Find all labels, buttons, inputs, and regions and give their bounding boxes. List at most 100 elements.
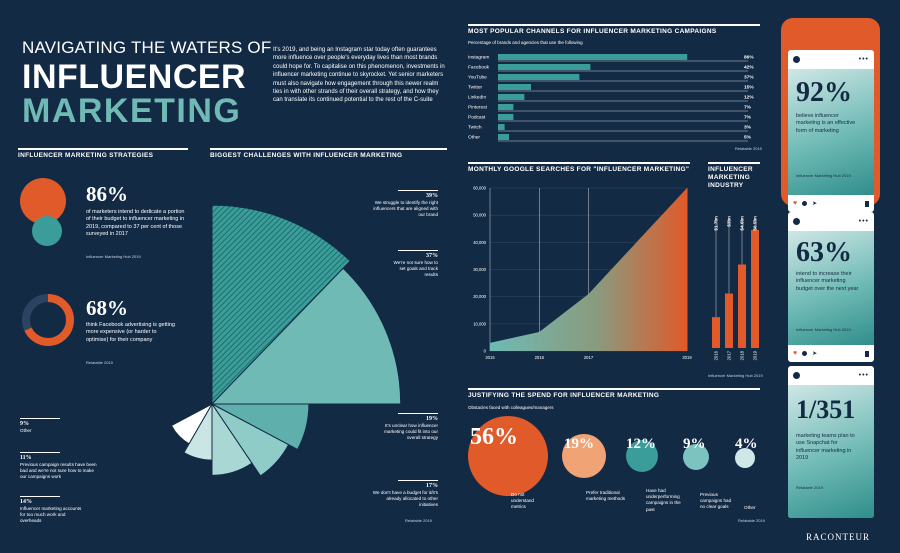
channel-bar [498, 64, 591, 70]
searches-chart: 0 10,000 20,000 30,000 40,000 50,000 60,000 201… [473, 186, 692, 361]
industry-chart: $1.7bn 2016 $3bn 2017 $4.6bn 2018 $6.5bn 2019 [712, 216, 759, 360]
phone-2-text: intend to increase their influencer mark… [796, 271, 859, 292]
send-icon: ➤ [812, 351, 818, 357]
industry-value-label: $3bn [727, 216, 732, 227]
channel-value: 86% [744, 55, 754, 61]
searches-header: MONTHLY GOOGLE SEARCHES FOR "INFLUENCER … [468, 166, 690, 173]
industry-bar [751, 230, 759, 348]
challenge-segment [183, 402, 213, 461]
title-line3: MARKETING [22, 92, 242, 130]
channels-source: Relatable 2019 [735, 146, 762, 151]
title-line2: INFLUENCER [22, 58, 247, 96]
channel-label: YouTube [468, 75, 487, 81]
challenge-1-label: We struggle to identify the right influe… [373, 200, 438, 218]
justify-4-label: Other [744, 505, 756, 510]
channels-header: MOST POPULAR CHANNELS FOR INFLUENCER MAR… [468, 28, 717, 35]
justify-19-label: Prefer traditional marketing methods [586, 490, 626, 502]
channel-label: Instagram [468, 55, 489, 61]
challenge-2-rule [398, 250, 438, 251]
channel-bar [498, 54, 688, 60]
phone-2-value: 63% [796, 237, 852, 268]
channel-label: LinkedIn [468, 95, 486, 101]
strategies-header: INFLUENCER MARKETING STRATEGIES [18, 152, 154, 159]
justify-bubble-4 [735, 448, 755, 468]
industry-value-label: $4.6bn [740, 216, 745, 231]
channel-bar [498, 74, 580, 80]
industry-year-label: 2019 [753, 350, 758, 360]
searches-ytick: 10,000 [473, 321, 486, 326]
challenge-1-pct: 39% [426, 193, 438, 199]
more-icon: ••• [858, 56, 869, 63]
channel-value: 7% [744, 105, 752, 111]
challenge-7-pct: 9% [20, 421, 29, 427]
channel-value: 15% [744, 85, 754, 91]
card-3-topbar: ••• [788, 366, 874, 385]
industry-header: INFLUENCER MARKETING INDUSTRY [708, 166, 753, 190]
phone-1-text: believe influencer marketing is an effec… [796, 113, 856, 134]
justify-56-value: 56% [470, 424, 518, 450]
searches-area [490, 188, 687, 351]
industry-year-label: 2018 [740, 350, 745, 360]
searches-xtick: 2015 [485, 355, 495, 360]
justify-9-value: 9% [683, 436, 706, 452]
venn-86 [20, 178, 70, 258]
justify-sub: Obstacles faced with colleagues/managers [468, 405, 554, 410]
comment-icon [802, 201, 808, 206]
bookmark-icon [865, 350, 869, 357]
channels-chart: Instagram 86% Facebook 42% YouTube 37% Twitter… [468, 54, 754, 142]
bookmark-icon [865, 200, 869, 207]
challenge-5-label: Influencer marketing accounts for too mu… [20, 506, 82, 524]
phone-card-3: ••• 1/351 marketing teams plan to use Sn… [788, 366, 874, 518]
challenge-3-label: It's unclear how influencer marketing co… [384, 423, 438, 441]
challenge-7-rule [20, 418, 60, 419]
strategies-rule [18, 148, 188, 150]
phone-card-2: ••• 63% intend to increase their influen… [788, 212, 874, 362]
channel-bar [498, 104, 514, 110]
industry-year-label: 2016 [714, 350, 719, 360]
challenge-3-pct: 19% [426, 416, 438, 422]
stat-86-source: Influencer Marketing Hub 2019 [86, 254, 141, 259]
justify-header: JUSTIFYING THE SPEND FOR INFLUENCER MARK… [468, 392, 660, 399]
justify-bubble-12 [626, 440, 658, 472]
searches-ytick: 60,000 [473, 186, 486, 191]
challenge-6-label: Previous campaign results have been bad … [20, 462, 97, 480]
card-2-image: 63% intend to increase their influencer … [788, 231, 874, 345]
donut-68 [22, 294, 74, 346]
card-1-actions: ♥ ➤ [788, 195, 874, 212]
challenge-1-rule [398, 190, 438, 191]
stat-68-value: 68% [86, 296, 128, 320]
searches-xtick: 2019 [682, 355, 692, 360]
stat-86-text: of marketers intend to dedicate a portio… [86, 209, 185, 238]
channel-label: Other [468, 135, 480, 141]
channel-bar [498, 134, 509, 140]
more-icon: ••• [858, 218, 869, 225]
channel-value: 7% [744, 115, 752, 121]
donut-68-arc [22, 294, 74, 346]
phone-3-text: marketing teams plan to use Snapchat for… [796, 433, 855, 462]
channels-sub: Percentage of brands and agencies that u… [468, 40, 583, 45]
searches-ytick: 30,000 [473, 267, 486, 272]
challenge-segment [170, 402, 214, 445]
challenge-5-pct: 14% [20, 499, 32, 505]
challenge-6-rule [20, 452, 60, 453]
challenge-segment [211, 403, 310, 451]
title-line1: NAVIGATING THE WATERS OF [22, 38, 272, 57]
searches-ytick: 40,000 [473, 240, 486, 245]
card-2-topbar: ••• [788, 212, 874, 231]
justify-9-label: Previous campaigns had no clear goals [700, 492, 732, 510]
channel-label: Facebook [468, 65, 490, 71]
searches-ytick: 50,000 [473, 213, 486, 218]
brand-logo: RACONTEUR [806, 532, 871, 542]
phone-card-1: ••• 92% believe influencer marketing is … [788, 50, 874, 212]
comment-icon [802, 351, 808, 356]
justify-source: Relatable 2019 [738, 518, 765, 523]
channel-value: 42% [744, 65, 754, 71]
more-icon: ••• [858, 372, 869, 379]
industry-bar [725, 293, 733, 348]
channel-value: 3% [744, 125, 752, 131]
channel-bar [498, 124, 505, 130]
searches-xtick: 2017 [584, 355, 594, 360]
stat-68-text: think Facebook advertising is getting mo… [86, 322, 175, 343]
industry-value-label: $1.7bn [714, 216, 719, 231]
